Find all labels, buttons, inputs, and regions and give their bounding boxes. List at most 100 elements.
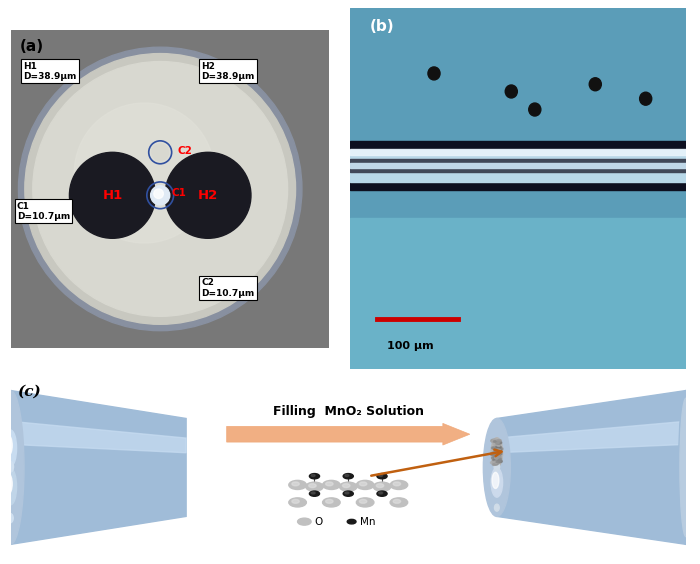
Circle shape: [497, 461, 501, 462]
Bar: [350, 8, 686, 218]
Circle shape: [496, 449, 500, 452]
Circle shape: [496, 452, 501, 455]
Text: H2: H2: [198, 189, 218, 202]
Circle shape: [356, 481, 374, 490]
Ellipse shape: [8, 514, 13, 523]
Circle shape: [494, 461, 497, 462]
Circle shape: [494, 458, 498, 460]
Circle shape: [496, 453, 500, 455]
Circle shape: [379, 492, 383, 494]
Circle shape: [379, 474, 383, 477]
Circle shape: [492, 440, 496, 443]
Circle shape: [496, 453, 498, 455]
Circle shape: [356, 498, 374, 507]
Polygon shape: [10, 390, 186, 544]
Circle shape: [390, 498, 407, 507]
Circle shape: [493, 452, 496, 454]
Circle shape: [495, 457, 498, 459]
Circle shape: [311, 492, 315, 494]
Text: H1
D=38.9μm: H1 D=38.9μm: [23, 61, 76, 81]
Ellipse shape: [492, 472, 499, 488]
Circle shape: [496, 441, 502, 444]
Circle shape: [309, 484, 316, 487]
Text: Mn: Mn: [360, 517, 375, 527]
Circle shape: [154, 189, 163, 199]
Circle shape: [498, 460, 501, 462]
Circle shape: [428, 67, 440, 80]
Circle shape: [640, 92, 652, 105]
Circle shape: [497, 439, 501, 442]
Ellipse shape: [5, 435, 12, 455]
Text: (c): (c): [18, 384, 41, 398]
Ellipse shape: [4, 430, 17, 466]
Circle shape: [342, 484, 350, 487]
Circle shape: [311, 474, 315, 477]
Text: C2: C2: [178, 146, 193, 156]
Circle shape: [496, 446, 500, 448]
Bar: [350, 149, 686, 155]
Circle shape: [496, 456, 501, 459]
Text: 100 μm: 100 μm: [387, 341, 434, 351]
Circle shape: [306, 482, 323, 491]
Circle shape: [493, 459, 495, 461]
Ellipse shape: [483, 418, 510, 517]
Text: C1
D=10.7μm: C1 D=10.7μm: [17, 202, 70, 221]
Ellipse shape: [494, 463, 500, 471]
Text: H2
D=38.9μm: H2 D=38.9μm: [202, 61, 255, 81]
Circle shape: [150, 186, 169, 205]
Circle shape: [343, 491, 354, 496]
Bar: [350, 218, 686, 369]
Circle shape: [505, 85, 517, 98]
Circle shape: [498, 460, 503, 462]
Circle shape: [491, 439, 496, 442]
Circle shape: [491, 461, 496, 464]
Circle shape: [345, 492, 349, 494]
Circle shape: [393, 500, 400, 503]
Polygon shape: [497, 421, 686, 453]
Circle shape: [492, 447, 496, 449]
Circle shape: [377, 474, 387, 479]
Circle shape: [498, 453, 502, 455]
Circle shape: [292, 482, 300, 486]
Polygon shape: [497, 390, 686, 544]
Ellipse shape: [4, 469, 17, 505]
Circle shape: [323, 498, 340, 507]
Circle shape: [497, 446, 501, 448]
Ellipse shape: [678, 390, 694, 544]
Bar: [350, 141, 686, 190]
Circle shape: [345, 474, 349, 477]
Circle shape: [493, 439, 498, 442]
Circle shape: [496, 442, 499, 444]
Circle shape: [373, 482, 391, 491]
Circle shape: [390, 481, 407, 490]
Polygon shape: [10, 421, 186, 453]
Circle shape: [494, 451, 500, 454]
Circle shape: [69, 152, 155, 239]
Circle shape: [494, 450, 497, 451]
Circle shape: [165, 152, 251, 239]
Circle shape: [491, 439, 496, 442]
Text: C1: C1: [172, 188, 186, 198]
Circle shape: [497, 448, 501, 450]
Circle shape: [496, 444, 498, 446]
Circle shape: [377, 484, 384, 487]
Circle shape: [347, 519, 356, 524]
Bar: [350, 159, 686, 172]
Ellipse shape: [494, 504, 499, 511]
FancyArrow shape: [227, 424, 470, 445]
Circle shape: [589, 78, 601, 91]
Circle shape: [493, 452, 496, 453]
Circle shape: [495, 450, 498, 451]
Text: C2
D=10.7μm: C2 D=10.7μm: [202, 278, 255, 298]
Circle shape: [309, 474, 319, 479]
Circle shape: [359, 482, 367, 486]
Circle shape: [496, 450, 500, 452]
Ellipse shape: [8, 461, 13, 472]
Circle shape: [496, 452, 500, 454]
Circle shape: [18, 47, 302, 331]
Circle shape: [393, 482, 400, 486]
Ellipse shape: [0, 390, 24, 544]
Circle shape: [298, 518, 311, 525]
Circle shape: [494, 456, 498, 459]
Circle shape: [491, 457, 495, 459]
